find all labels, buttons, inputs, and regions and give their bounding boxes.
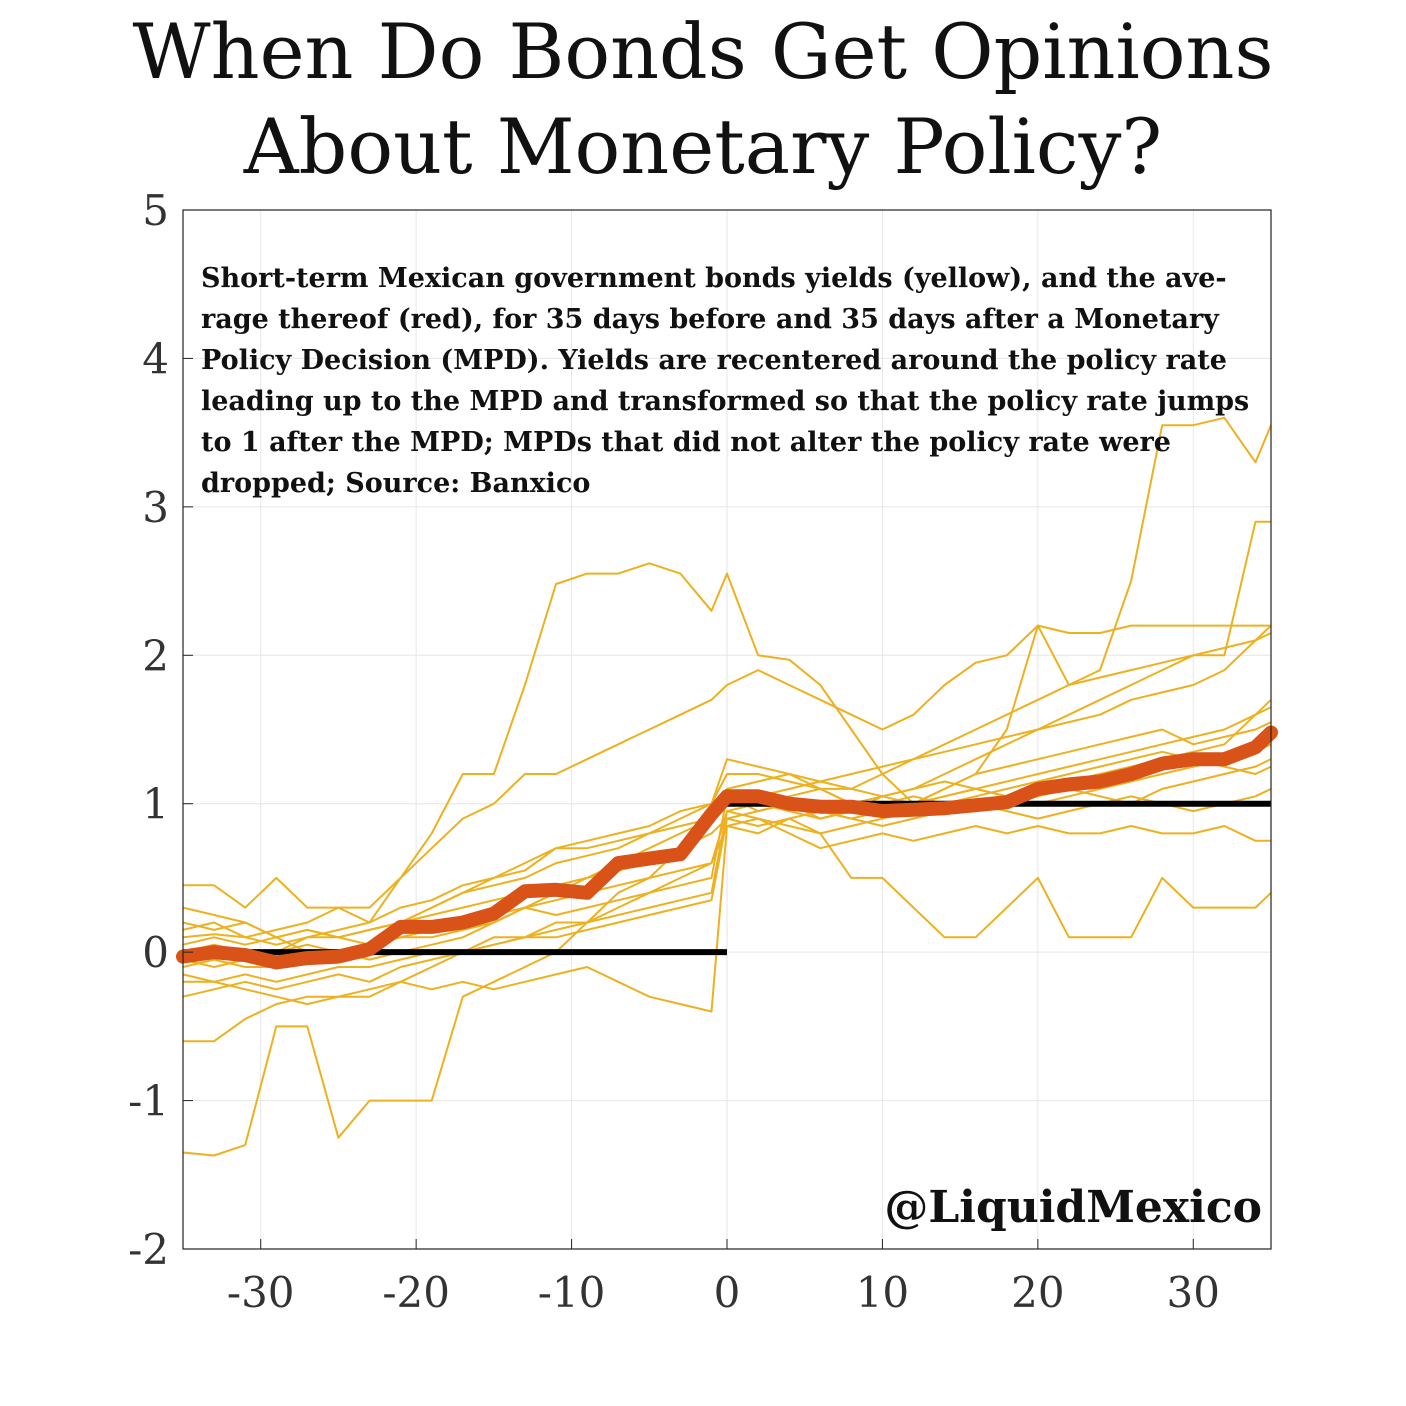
annotation-line: dropped; Source: Banxico	[201, 468, 590, 499]
x-axis-ticks: -30 -20 -10 0 10 20 30	[227, 1239, 1220, 1317]
individual-yield-line	[182, 750, 1272, 998]
y-tick-label: 4	[142, 334, 169, 383]
individual-yield-line	[182, 699, 1272, 946]
y-tick-label: 3	[142, 483, 169, 532]
annotation-line: rage thereof (red), for 35 days before a…	[201, 304, 1220, 335]
individual-yield-line	[182, 416, 1272, 939]
y-tick-label: -1	[128, 1077, 169, 1126]
annotation-text: Short-term Mexican government bonds yiel…	[201, 263, 1249, 499]
annotation-line: leading up to the MPD and transformed so…	[201, 386, 1249, 417]
x-tick-label: -30	[227, 1268, 295, 1317]
individual-yield-line	[182, 624, 1272, 946]
x-tick-label: -20	[382, 1268, 450, 1317]
x-tick-label: 0	[714, 1268, 741, 1317]
individual-yield-line	[183, 817, 1271, 1013]
annotation-line: to 1 after the MPD; MPDs that did not al…	[201, 427, 1171, 458]
x-tick-label: -10	[538, 1268, 606, 1317]
annotation-line: Short-term Mexican government bonds yiel…	[201, 263, 1227, 294]
x-tick-label: 20	[1011, 1268, 1064, 1317]
average-yield-series	[176, 725, 1278, 970]
average-yield-line	[176, 725, 1278, 970]
x-tick-label: 10	[856, 1268, 909, 1317]
y-tick-label: 0	[142, 928, 169, 977]
chart-title: When Do Bonds Get Opinions About Monetar…	[0, 4, 1406, 194]
y-axis-ticks: -2 -1 0 1 2 3 4 5	[128, 186, 193, 1274]
y-tick-label: -2	[128, 1225, 169, 1274]
annotation-line: Policy Decision (MPD). Yields are recent…	[201, 345, 1227, 376]
y-tick-label: 1	[142, 780, 169, 829]
y-tick-label: 2	[142, 631, 169, 680]
chart-title-line-1: When Do Bonds Get Opinions	[132, 7, 1274, 96]
watermark-handle: @LiquidMexico	[884, 1182, 1262, 1233]
chart-title-line-2: About Monetary Policy?	[243, 102, 1163, 191]
x-tick-label: 30	[1167, 1268, 1220, 1317]
y-tick-label: 5	[142, 186, 169, 235]
